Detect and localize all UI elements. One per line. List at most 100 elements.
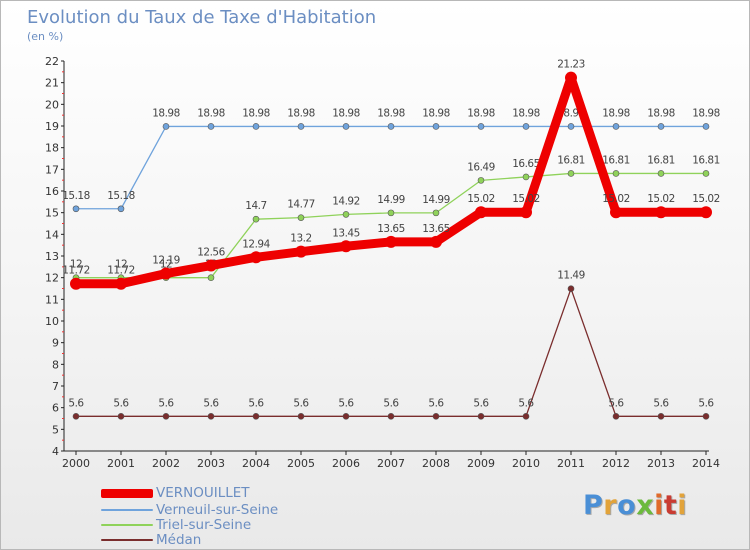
data-point <box>342 413 350 420</box>
data-label: 5.6 <box>518 397 534 409</box>
data-label: 15.02 <box>512 193 540 205</box>
data-point <box>162 123 170 130</box>
data-label: 12.94 <box>242 238 270 250</box>
data-point <box>252 123 260 130</box>
data-label: 12 <box>115 259 127 271</box>
y-tick-label: 8 <box>52 358 59 371</box>
data-point <box>522 173 530 181</box>
data-label: 15.02 <box>467 193 495 205</box>
data-point <box>477 413 485 420</box>
y-tick-label: 20 <box>45 98 59 111</box>
data-point <box>567 123 575 130</box>
data-label: 14.99 <box>422 194 450 206</box>
data-point <box>207 274 215 281</box>
data-point <box>207 413 215 420</box>
data-label: 18.98 <box>602 107 630 119</box>
data-label: 5.6 <box>293 397 309 409</box>
data-label: 5.6 <box>203 397 219 409</box>
data-label: 16.49 <box>467 161 495 173</box>
series-verneuil-sur-seine: 15.18 15.18 18.98 18.98 18.98 18.98 18.98 18.98… <box>62 107 720 213</box>
y-tick-label: 5 <box>52 423 59 436</box>
data-point <box>477 177 485 184</box>
data-label: 15.02 <box>692 193 720 205</box>
data-point <box>72 205 80 213</box>
x-tick-label: 2009 <box>467 457 495 470</box>
data-point <box>522 123 530 130</box>
data-point <box>612 170 620 177</box>
data-label: 5.6 <box>653 397 669 409</box>
y-tick-label: 18 <box>45 142 59 155</box>
data-label: 5.6 <box>113 397 129 409</box>
data-point <box>387 123 395 130</box>
x-tick-label: 2004 <box>242 457 270 470</box>
data-label: 12.56 <box>197 247 225 259</box>
data-point <box>297 413 305 420</box>
x-tick-label: 2011 <box>557 457 585 470</box>
series-triel-sur-seine: 1212121214.714.7714.9214.9914.9916.4916.… <box>70 154 720 281</box>
legend-label-vernouillet: VERNOUILLET <box>156 485 250 501</box>
data-point <box>430 235 442 248</box>
data-label: 16.81 <box>557 154 585 166</box>
x-tick-label: 2014 <box>692 457 720 470</box>
data-point <box>205 259 217 272</box>
data-label: 15.02 <box>647 193 675 205</box>
data-label: 5.6 <box>383 397 399 409</box>
data-label: 5.6 <box>698 397 714 409</box>
data-label: 18.98 <box>287 107 315 119</box>
y-tick-label: 4 <box>52 445 59 458</box>
legend-label-medan: Médan <box>156 532 202 548</box>
logo-letter: x <box>636 490 655 521</box>
data-point <box>655 206 667 219</box>
data-point <box>70 277 82 290</box>
data-label: 18.98 <box>422 107 450 119</box>
data-label: 5.6 <box>248 397 264 409</box>
proxiti-logo: Proxiti <box>583 490 687 521</box>
series-m-dan: 5.6 5.6 5.6 5.6 5.6 5.6 5.6 5.6 5.6 5.6 5.6 11.49 5.… <box>68 270 715 420</box>
data-point <box>657 413 665 420</box>
logo-letter: o <box>617 490 637 521</box>
data-point <box>250 251 262 264</box>
data-point <box>565 71 577 84</box>
data-label: 21.23 <box>557 59 585 71</box>
y-tick-label: 10 <box>45 315 59 328</box>
data-point <box>72 413 80 420</box>
x-tick-label: 2013 <box>647 457 675 470</box>
data-point <box>297 214 305 221</box>
y-tick-label: 16 <box>45 185 59 198</box>
data-point <box>520 206 532 219</box>
data-label: 13.65 <box>377 223 405 235</box>
x-tick-label: 2005 <box>287 457 315 470</box>
x-tick-label: 2007 <box>377 457 405 470</box>
data-label: 16.81 <box>647 154 675 166</box>
y-tick-label: 14 <box>45 228 59 241</box>
data-point <box>612 413 620 420</box>
legend-label-verneuil-sur-seine: Verneuil-sur-Seine <box>156 502 279 518</box>
data-point <box>117 205 125 213</box>
data-point <box>522 413 530 420</box>
logo-letter: i <box>677 490 688 521</box>
data-label: 18.98 <box>467 107 495 119</box>
data-point <box>657 123 665 130</box>
series-vernouillet: 11.72 11.72 12.19 12.56 12.94 13.2 13.45 13.65 1… <box>62 59 720 290</box>
data-label: 18.98 <box>512 107 540 119</box>
data-label: 13.65 <box>422 223 450 235</box>
data-label: 11.72 <box>62 265 90 277</box>
data-point <box>252 215 260 223</box>
data-label: 14.7 <box>245 200 266 212</box>
y-tick-label: 19 <box>45 120 59 133</box>
data-point <box>340 240 352 253</box>
data-point <box>610 206 622 219</box>
data-label: 5.6 <box>473 397 489 409</box>
logo-letter: i <box>654 490 664 521</box>
data-point <box>385 235 397 248</box>
data-label: 18.98 <box>152 107 180 119</box>
data-label: 16.81 <box>602 154 630 166</box>
y-tick-label: 22 <box>45 55 59 68</box>
data-label: 5.6 <box>158 397 174 409</box>
data-label: 14.77 <box>287 199 315 211</box>
data-label: 13.45 <box>332 227 360 239</box>
data-point <box>117 413 125 420</box>
data-point <box>567 285 575 293</box>
data-label: 18.98 <box>692 107 720 119</box>
